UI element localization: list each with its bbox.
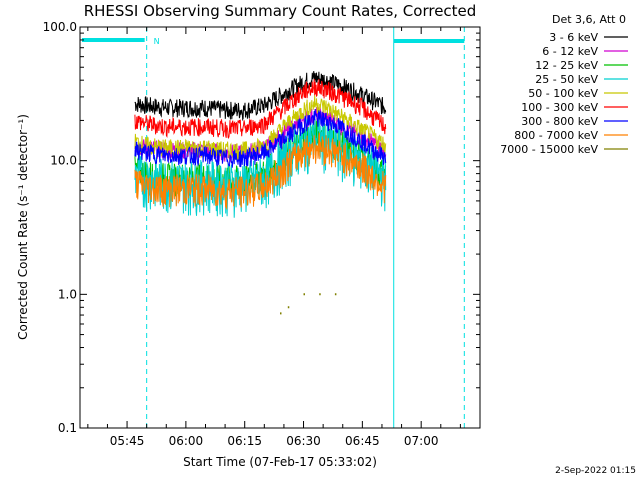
x-tick-label: 06:30 [286,434,321,448]
plot-frame [79,26,481,429]
chart-title: RHESSI Observing Summary Count Rates, Co… [84,2,477,20]
legend-entry-label: 7000 - 15000 keV [500,143,598,156]
timestamp: 2-Sep-2022 01:15 [555,466,636,476]
x-tick-label: 06:45 [345,434,380,448]
y-axis: 0.1 1.0 10.0 100.0 [43,20,480,435]
series-line [280,293,337,315]
y-tick-label: 0.1 [58,421,77,435]
y-axis-label: Corrected Count Rate (s⁻¹ detector⁻¹) [16,114,30,340]
legend-entry-label: 300 - 800 keV [521,115,598,128]
legend-header: Det 3,6, Att 0 [552,13,626,26]
legend-entry-label: 100 - 300 keV [521,101,598,114]
y-tick-label: 10.0 [50,154,77,168]
legend-entry-label: 25 - 50 keV [535,73,598,86]
x-axis-label: Start Time (07-Feb-17 05:33:02) [183,455,377,469]
legend-entry-label: 50 - 100 keV [528,87,598,100]
legend-entry-label: 12 - 25 keV [535,59,598,72]
x-tick-label: 05:45 [110,434,145,448]
legend-entry-label: 800 - 7000 keV [514,129,598,142]
legend-entry-label: 3 - 6 keV [549,31,598,44]
series-line [134,132,387,210]
x-tick-label: 06:00 [169,434,204,448]
observing-overlay: N [82,27,465,428]
night-flag-label: N [154,37,160,46]
y-tick-label: 100.0 [43,20,77,34]
legend-entry-label: 6 - 12 keV [542,45,598,58]
x-tick-label: 07:00 [404,434,439,448]
x-tick-label: 06:15 [227,434,262,448]
series-line [134,109,387,168]
series-group [134,71,387,315]
y-tick-label: 1.0 [58,287,77,301]
x-axis: 05:45 06:00 06:15 06:30 06:45 07:00 [87,27,461,448]
series-line [134,78,387,139]
